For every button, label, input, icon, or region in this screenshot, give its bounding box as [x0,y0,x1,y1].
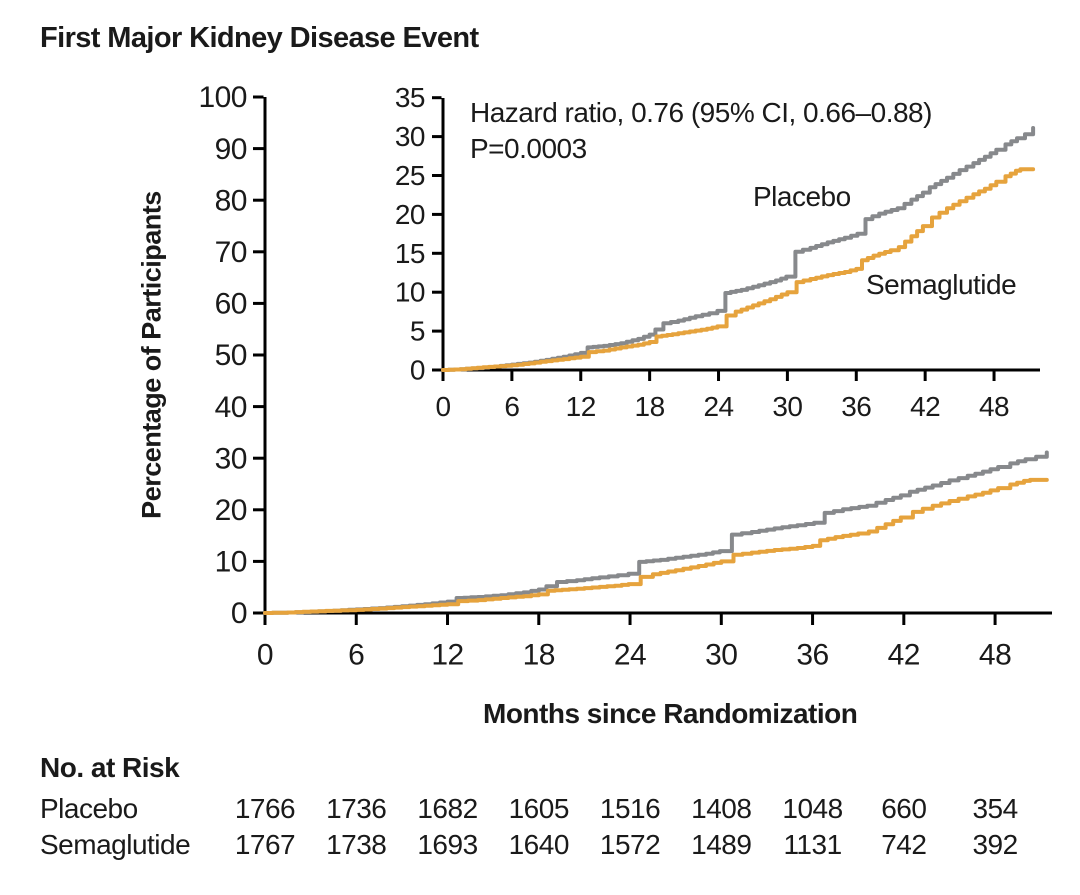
inset-chart-y-tick-label: 15 [395,238,425,269]
main-chart-y-tick-label: 100 [198,81,247,114]
main-chart-x-tick-label: 12 [431,638,463,671]
y-axis-title-text: Percentage of Participants [136,191,167,519]
inset-chart-x-tick-label: 42 [910,391,940,422]
inset-chart-semaglutide-curve [441,167,1036,372]
inset-chart-y-tick-label: 20 [395,199,425,230]
risk-table-header: No. at Risk [40,752,180,783]
risk-value-semaglutide-m30: 1489 [691,829,752,860]
main-chart-x-tick-label: 30 [705,638,737,671]
main-chart-placebo-curve [263,450,1049,615]
main-chart-y-tick-label: 30 [215,442,247,475]
inset-chart-x-tick-label: 36 [841,391,871,422]
inset-chart-x-tick-label: 24 [703,391,733,422]
main-chart-x-tick-label: 18 [523,638,555,671]
risk-value-semaglutide-m0: 1767 [234,829,296,860]
risk-row-label-semaglutide: Semaglutide [40,829,191,860]
risk-value-placebo-m42: 660 [881,793,927,824]
main-chart-y-tick-label: 50 [215,339,247,372]
main-chart-y-tick-label: 20 [215,494,247,527]
inset-chart-y-tick-label: 0 [410,355,425,386]
inset-chart-x-tick-label: 18 [635,391,665,422]
inset-chart-y-tick-label: 30 [395,121,425,152]
main-chart-y-tick-label: 90 [215,133,247,166]
main-chart-y-tick-label: 60 [215,288,247,321]
risk-value-semaglutide-m18: 1640 [508,829,570,860]
hazard-ratio-annotation: Hazard ratio, 0.76 (95% CI, 0.66–0.88) P… [470,95,932,167]
risk-value-semaglutide-m42: 742 [881,829,927,860]
risk-value-placebo-m12: 1682 [417,793,478,824]
placebo-curve-label: Placebo [753,181,851,212]
risk-value-placebo-m6: 1736 [326,793,387,824]
main-chart-semaglutide-curve [263,477,1049,615]
main-chart-x-tick-label: 0 [257,638,273,671]
hazard-ratio-line: Hazard ratio, 0.76 (95% CI, 0.66–0.88) [470,97,932,128]
inset-chart-y-tick-label: 5 [410,316,425,347]
risk-value-placebo-m24: 1516 [599,793,661,824]
main-chart-x-tick-label: 48 [979,638,1011,671]
inset-chart-x-tick-label: 12 [566,391,596,422]
risk-value-placebo-m18: 1605 [508,793,570,824]
risk-value-semaglutide-m48: 392 [972,829,1018,860]
x-axis-title: Months since Randomization [483,698,858,729]
main-chart-y-tick-label: 0 [231,597,247,630]
main-chart-x-tick-label: 42 [888,638,920,671]
inset-chart-x-tick-label: 0 [435,391,450,422]
risk-value-semaglutide-m12: 1693 [417,829,478,860]
risk-value-semaglutide-m36: 1131 [783,829,842,860]
risk-value-semaglutide-m24: 1572 [599,829,661,860]
risk-value-placebo-m30: 1408 [691,793,752,824]
inset-chart-x-tick-label: 6 [504,391,519,422]
inset-chart-y-tick-label: 10 [395,277,425,308]
inset-chart-x-tick-label: 48 [979,391,1009,422]
inset-chart-y-tick-label: 25 [395,160,425,191]
main-chart-y-tick-label: 40 [215,391,247,424]
p-value-line: P=0.0003 [470,133,587,164]
inset-chart-y-tick-label: 35 [395,82,425,113]
semaglutide-curve-label: Semaglutide [866,269,1017,300]
risk-row-label-placebo: Placebo [40,793,138,824]
main-chart-x-tick-label: 6 [348,638,364,671]
risk-value-semaglutide-m6: 1738 [326,829,387,860]
main-chart-axes [263,97,1052,615]
main-chart-y-tick-label: 70 [215,236,247,269]
main-chart-x-tick-label: 36 [796,638,828,671]
inset-chart-x-tick-label: 30 [772,391,802,422]
main-chart-y-tick-label: 80 [215,184,247,217]
risk-value-placebo-m48: 354 [972,793,1018,824]
risk-value-placebo-m36: 1048 [782,793,843,824]
main-chart-y-tick-label: 10 [215,546,247,579]
main-chart-x-tick-label: 24 [614,638,646,671]
risk-value-placebo-m0: 1766 [234,793,296,824]
figure-title: First Major Kidney Disease Event [40,22,479,54]
